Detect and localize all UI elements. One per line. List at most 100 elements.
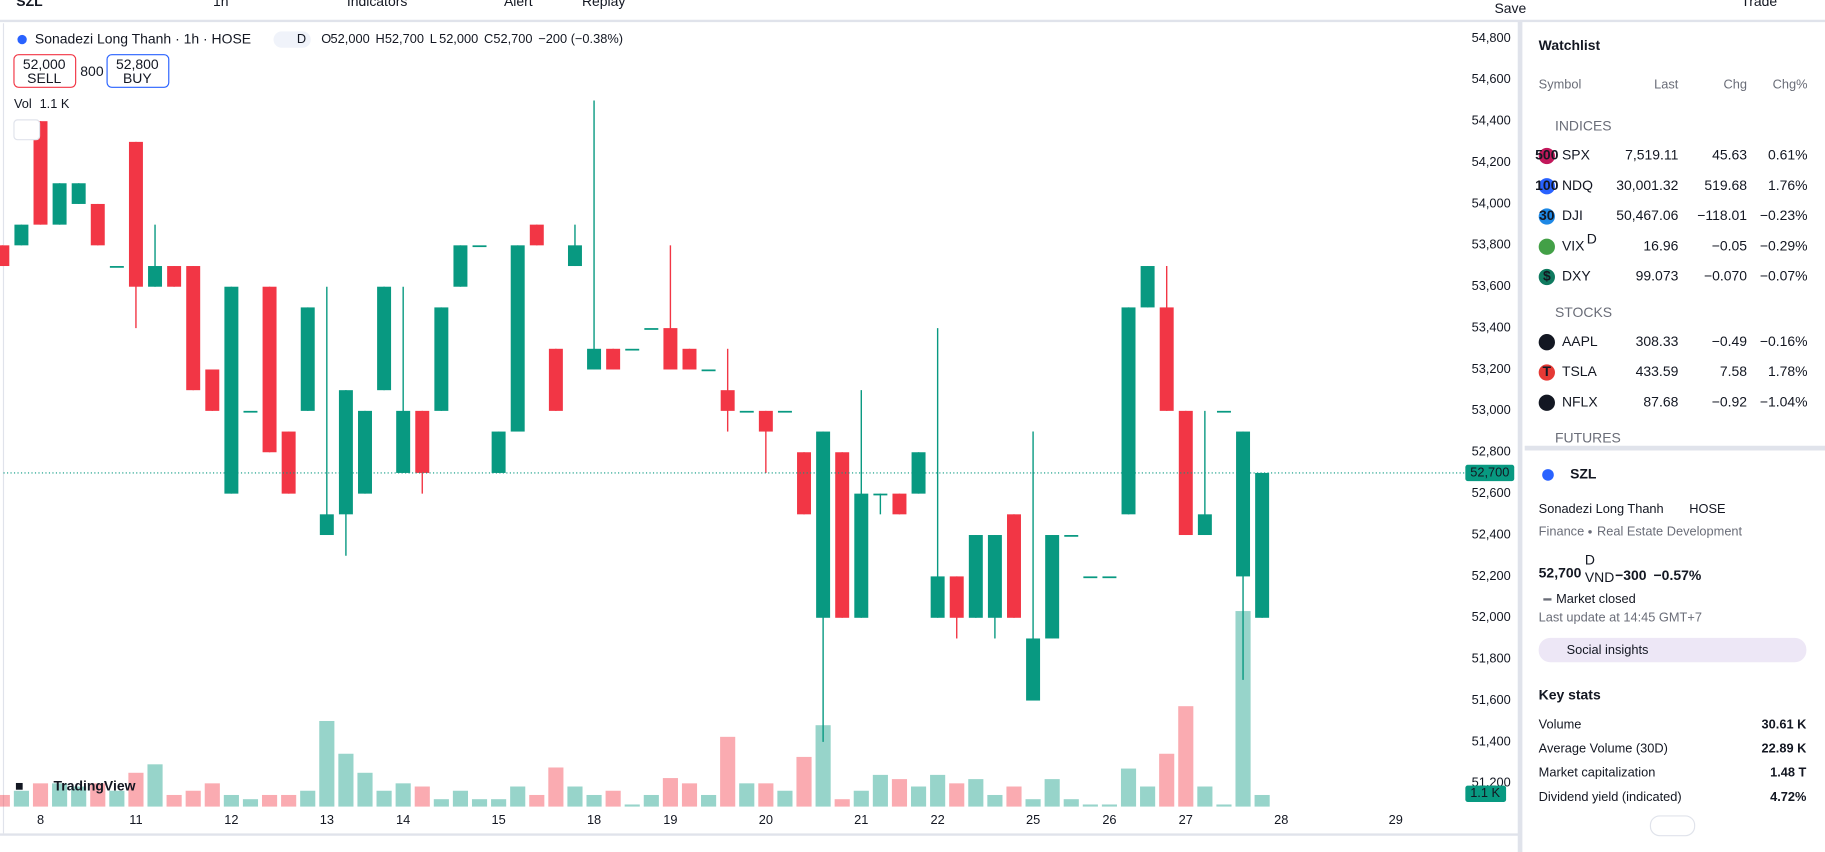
- volume-bar: [567, 786, 583, 807]
- volume-bar: [1178, 706, 1194, 807]
- section-header[interactable]: INDICES: [1555, 118, 1612, 134]
- volume-bar: [720, 736, 736, 807]
- volume-legend-key: Vol: [14, 96, 32, 111]
- sell-price[interactable]: 52,000: [23, 56, 66, 72]
- volume-bar: [185, 790, 201, 807]
- y-tick-label: 54,000: [1472, 195, 1511, 210]
- stat-label: Volume: [1539, 716, 1582, 731]
- symbol-icon: [1538, 364, 1555, 381]
- y-tick-label: 54,800: [1472, 30, 1511, 45]
- volume-bar: [910, 786, 927, 807]
- candle-body: [663, 328, 678, 370]
- symbol[interactable]: NDQ: [1562, 177, 1593, 193]
- symbol[interactable]: SPX: [1562, 147, 1591, 163]
- symbol-icon: [1538, 334, 1555, 351]
- y-tick-label: 52,600: [1472, 485, 1511, 500]
- detail-change-percent: −0.57%: [1654, 567, 1702, 583]
- y-tick-label: 53,400: [1472, 319, 1511, 334]
- save-button[interactable]: Save: [1494, 0, 1526, 16]
- symbol[interactable]: VIX: [1562, 237, 1585, 253]
- volume-bar: [930, 774, 946, 807]
- candle-body: [1083, 576, 1098, 579]
- y-tick-label: 51,400: [1472, 733, 1511, 748]
- last: 16.96: [1643, 237, 1678, 253]
- candle-body: [873, 493, 888, 496]
- buy-price[interactable]: 52,800: [116, 56, 159, 72]
- candle-body: [0, 245, 10, 267]
- volume-bar: [1235, 611, 1251, 807]
- indicators-button[interactable]: Indicators: [347, 0, 408, 9]
- change-percent: 0.61%: [1768, 147, 1808, 163]
- last: 99.073: [1636, 268, 1679, 284]
- change: −0.05: [1712, 237, 1748, 253]
- last: 87.68: [1643, 393, 1678, 409]
- insights-label[interactable]: Social insights: [1567, 642, 1649, 657]
- candle-body: [472, 245, 487, 248]
- change-percent: −0.23%: [1760, 207, 1808, 223]
- symbol-icon-text: N: [1542, 393, 1552, 409]
- symbol[interactable]: NFLX: [1562, 393, 1598, 409]
- interval[interactable]: 1h: [213, 0, 229, 9]
- volume-bar: [242, 799, 259, 807]
- volume-bar: [834, 799, 850, 807]
- sell-label[interactable]: SELL: [27, 70, 61, 86]
- column-header: Last: [1654, 76, 1679, 91]
- volume-bar: [452, 790, 469, 807]
- volume-bar: [261, 794, 278, 807]
- insights-pill[interactable]: [1538, 637, 1807, 663]
- candle-body: [1102, 576, 1117, 579]
- stats-title: Key stats: [1539, 687, 1601, 703]
- candle-body: [1026, 638, 1041, 701]
- symbol-icon-text: 500: [1535, 147, 1559, 163]
- volume-bar: [71, 786, 87, 807]
- x-tick-label: 19: [663, 812, 677, 827]
- candle-body: [835, 452, 850, 618]
- change-percent: −0.29%: [1760, 237, 1808, 253]
- volume-bar: [166, 794, 182, 807]
- last: 308.33: [1636, 333, 1679, 349]
- trade-button[interactable]: Trade: [1741, 0, 1777, 9]
- candle-body: [587, 348, 602, 370]
- candle-body: [1255, 472, 1270, 618]
- volume-bar: [1044, 779, 1060, 807]
- y-tick-label: 52,000: [1472, 609, 1511, 624]
- buy-label[interactable]: BUY: [123, 70, 152, 86]
- detail-industry: Real Estate Development: [1597, 523, 1743, 538]
- buy-button[interactable]: [106, 54, 170, 88]
- symbol[interactable]: TSLA: [1562, 363, 1598, 379]
- volume-bar: [815, 725, 831, 807]
- column-header: Chg%: [1773, 76, 1808, 91]
- symbol-search[interactable]: SZL: [16, 0, 43, 9]
- volume-bar: [891, 779, 908, 807]
- x-tick-label: 18: [587, 812, 601, 827]
- candle-body: [625, 348, 640, 351]
- sell-button[interactable]: [13, 54, 77, 88]
- volume-bar: [758, 783, 774, 807]
- right-panel: Watchlist Symbol Last Chg Chg% INDICES 500 SPX 7…: [1535, 37, 1808, 837]
- x-tick-label: 8: [37, 812, 44, 827]
- candle-body: [892, 493, 907, 515]
- candle-body: [720, 390, 735, 411]
- x-tick-label: 11: [129, 812, 142, 827]
- volume-bar: [701, 794, 717, 807]
- symbol[interactable]: DJI: [1562, 207, 1583, 223]
- alert-button[interactable]: Alert: [504, 0, 533, 9]
- volume-bar: [109, 790, 125, 807]
- watchlist-title[interactable]: Watchlist: [1539, 37, 1601, 53]
- change: 45.63: [1712, 147, 1747, 163]
- symbol[interactable]: AAPL: [1562, 333, 1598, 349]
- replay-button[interactable]: Replay: [582, 0, 625, 9]
- collapse-button[interactable]: [13, 119, 41, 141]
- detail-currency: VND: [1585, 569, 1614, 585]
- chart: SZL 1h Indicators Alert Replay Save Trade51,20…: [0, 0, 1777, 827]
- x-tick-label: 22: [931, 812, 945, 827]
- symbol[interactable]: DXY: [1562, 268, 1591, 284]
- candle-body: [186, 266, 201, 391]
- expand-button[interactable]: [1649, 815, 1696, 837]
- section-header[interactable]: FUTURES: [1555, 429, 1621, 445]
- detail-price: 52,700: [1539, 565, 1582, 581]
- candle-body: [319, 514, 334, 536]
- section-header[interactable]: STOCKS: [1555, 304, 1612, 320]
- change-percent: −0.07%: [1760, 268, 1808, 284]
